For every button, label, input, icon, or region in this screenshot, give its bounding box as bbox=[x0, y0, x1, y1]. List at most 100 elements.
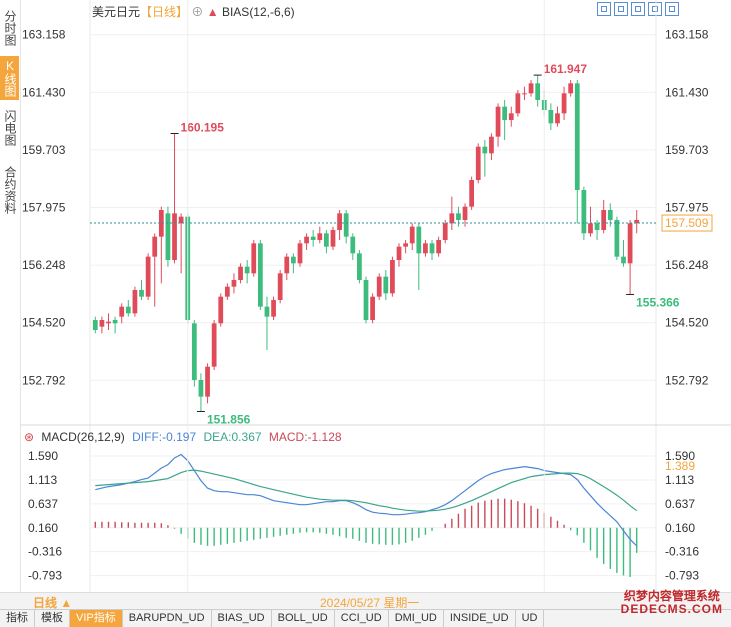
current-price-box bbox=[661, 214, 713, 232]
price-axis-label: 156.248 bbox=[665, 258, 709, 272]
macd-axis-label: 1.113 bbox=[665, 473, 694, 487]
candle-body bbox=[436, 240, 442, 254]
candle-body bbox=[304, 236, 309, 244]
macd-axis-label-left: 0.637 bbox=[28, 497, 58, 511]
candle-body bbox=[548, 110, 554, 124]
price-axis-label-left: 152.792 bbox=[22, 373, 66, 387]
candle-body bbox=[271, 300, 276, 317]
indicator-tab[interactable]: UD bbox=[516, 610, 545, 627]
candle-body bbox=[231, 280, 237, 287]
candle-body bbox=[607, 210, 613, 220]
candle-body bbox=[238, 266, 243, 280]
macd-current-label: 1.389 bbox=[665, 459, 695, 473]
candle-body bbox=[257, 243, 263, 307]
chart-header: 美元日元【日线】 ⊕ ▲ BIAS(12,-6,6) bbox=[92, 3, 295, 20]
diff-line bbox=[95, 453, 638, 547]
candle-body bbox=[403, 243, 408, 247]
candle-body bbox=[244, 266, 250, 274]
candle-body bbox=[627, 223, 633, 264]
candle-body bbox=[495, 106, 501, 137]
candle-body bbox=[475, 146, 481, 180]
candle-body bbox=[99, 320, 105, 327]
indicator-tab[interactable]: 指标 bbox=[0, 610, 35, 627]
candle-body bbox=[264, 306, 270, 317]
date-label: 2024/05 bbox=[168, 591, 212, 592]
indicator-tab[interactable]: BARUPDN_UD bbox=[123, 610, 212, 627]
macd-axis-label: 0.160 bbox=[665, 521, 695, 535]
candle-body bbox=[330, 230, 336, 247]
indicator-tab[interactable]: DMI_UD bbox=[389, 610, 444, 627]
price-axis-label: 163.158 bbox=[665, 28, 709, 42]
price-axis-label-left: 161.430 bbox=[22, 85, 66, 99]
candle-body bbox=[152, 236, 158, 257]
annotations: 160.195 151.856 161.947 155.366 bbox=[170, 62, 680, 426]
candle-body bbox=[112, 320, 118, 324]
candle-body bbox=[297, 243, 303, 264]
period-selector[interactable]: 日线 ▲ bbox=[33, 596, 73, 610]
indicator-label: BIAS(12,-6,6) bbox=[221, 5, 295, 19]
macd-axis-label-left: -0.793 bbox=[28, 569, 62, 583]
candle-body bbox=[423, 243, 428, 254]
side-nav: 分时图 K线图 闪电图 合约资料 bbox=[0, 0, 21, 606]
candle-body bbox=[178, 216, 184, 224]
zoom-icon[interactable]: ⊕ bbox=[191, 5, 204, 19]
candle-body bbox=[205, 366, 210, 397]
price-axis-label-left: 163.158 bbox=[22, 28, 66, 42]
macd-axis-label-left: -0.316 bbox=[28, 545, 62, 559]
macd-title: MACD(26,12,9) bbox=[41, 430, 125, 444]
candle-body bbox=[92, 320, 98, 330]
crosshair-date: 2024/05/27 星期一 bbox=[320, 596, 420, 610]
tab-time-sharing[interactable]: 分时图 bbox=[3, 10, 17, 46]
fit-icon[interactable] bbox=[648, 2, 662, 16]
extreme-label: 155.366 bbox=[636, 295, 680, 309]
indicator-tab[interactable]: INSIDE_UD bbox=[444, 610, 516, 627]
arrow-up-icon[interactable]: ▲ bbox=[206, 5, 219, 19]
candle-body bbox=[383, 276, 389, 294]
extreme-label: 161.947 bbox=[544, 62, 588, 76]
candle-body bbox=[290, 256, 296, 264]
watermark-line2: DEDECMS.COM bbox=[620, 602, 723, 616]
candle-body bbox=[172, 213, 177, 260]
price-grid bbox=[89, 0, 657, 592]
indicator-tab[interactable]: BIAS_UD bbox=[212, 610, 272, 627]
candle-body bbox=[390, 260, 395, 294]
toolbar bbox=[597, 2, 679, 16]
price-axis-label: 157.975 bbox=[665, 201, 709, 215]
zoom-out-icon[interactable] bbox=[631, 2, 645, 16]
period-label[interactable]: 【日线】 bbox=[140, 5, 189, 19]
crosshair-icon[interactable]: ⊛ bbox=[24, 430, 35, 444]
expand-icon[interactable] bbox=[597, 2, 611, 16]
indicator-tab[interactable]: 模板 bbox=[35, 610, 70, 627]
candle-body bbox=[251, 243, 257, 274]
macd-axis-label: -0.793 bbox=[665, 569, 699, 583]
tab-flash[interactable]: 闪电图 bbox=[3, 110, 17, 146]
indicator-tab[interactable]: BOLL_UD bbox=[272, 610, 335, 627]
indicator-tab[interactable]: VIP指标 bbox=[70, 610, 123, 627]
candle-body bbox=[343, 213, 349, 237]
chart-canvas[interactable]: 163.158 163.158 161.430 161.430 159.703 159.7… bbox=[20, 0, 731, 592]
candle-body bbox=[528, 83, 534, 94]
settings-icon[interactable] bbox=[665, 2, 679, 16]
candle-body bbox=[581, 190, 587, 234]
price-axis-label: 161.430 bbox=[665, 85, 709, 99]
macd-pane: 1.590 1.590 1.113 1.113 0.637 0.637 0.160 0.160… bbox=[28, 449, 699, 583]
dea-value: DEA:0.367 bbox=[203, 430, 262, 444]
candle-body bbox=[614, 220, 620, 257]
dea-line bbox=[95, 469, 638, 512]
candle-body bbox=[594, 223, 600, 230]
zoom-in-icon[interactable] bbox=[614, 2, 628, 16]
price-axis-label: 154.520 bbox=[665, 316, 709, 330]
watermark-line1: 织梦内容管理系统 bbox=[623, 589, 720, 603]
candle-body bbox=[106, 321, 111, 324]
candle-body bbox=[396, 246, 402, 260]
candle-body bbox=[561, 93, 567, 114]
date-label: 2024/07 bbox=[524, 591, 568, 592]
indicator-tabs: 指标 模板 VIP指标 BARUPDN_UD BIAS_UD BOLL_UD CCI_UD D… bbox=[0, 609, 731, 627]
macd-axis-label: -0.316 bbox=[665, 545, 699, 559]
tab-kline[interactable]: K线图 bbox=[0, 56, 19, 100]
tab-contract-info[interactable]: 合约资料 bbox=[3, 166, 17, 214]
candle-body bbox=[442, 223, 448, 240]
candle-body bbox=[456, 213, 461, 220]
macd-axis-label: 0.637 bbox=[665, 497, 695, 511]
indicator-tab[interactable]: CCI_UD bbox=[335, 610, 389, 627]
